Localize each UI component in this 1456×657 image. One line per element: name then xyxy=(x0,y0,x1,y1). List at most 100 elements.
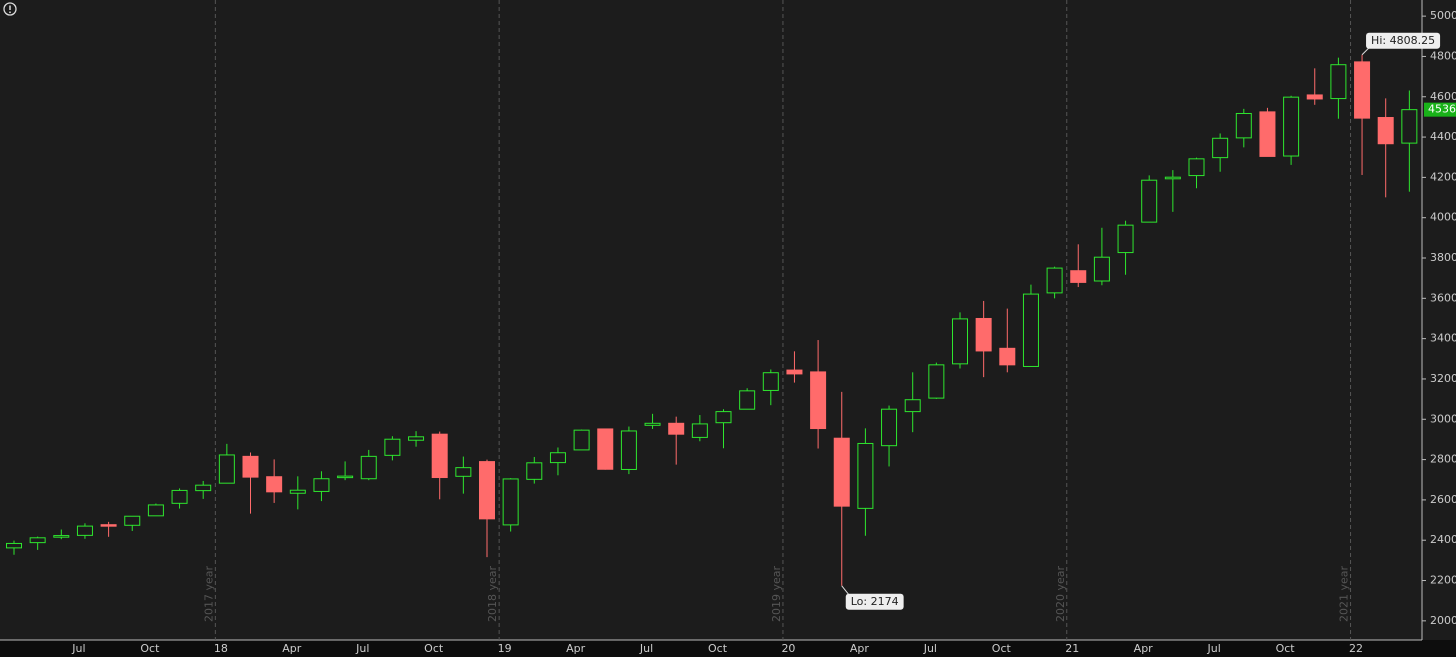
candle-body xyxy=(1306,94,1323,100)
candle-body xyxy=(904,399,921,413)
candle-body xyxy=(1141,179,1158,223)
candle-body xyxy=(881,408,898,447)
candle-body xyxy=(266,476,283,493)
y-tick-label: 3200 xyxy=(1430,372,1456,385)
candle-body xyxy=(455,467,472,477)
y-tick-label: 4000 xyxy=(1430,211,1456,224)
candle-body xyxy=(218,454,235,484)
y-tick-label: 3400 xyxy=(1430,332,1456,345)
x-tick-label: Jul xyxy=(923,642,937,655)
candle-body xyxy=(526,462,543,480)
candle-body xyxy=(431,433,448,479)
candle-body xyxy=(313,478,330,492)
x-tick-label: Jul xyxy=(71,642,85,655)
candle-body xyxy=(1117,224,1134,254)
candle-body xyxy=(952,318,968,365)
x-tick-label: Oct xyxy=(140,642,160,655)
candle-body xyxy=(1354,61,1371,119)
candle-body xyxy=(786,369,803,375)
y-tick-label: 2400 xyxy=(1430,533,1456,546)
candle-body xyxy=(833,437,850,507)
x-tick-label: Oct xyxy=(708,642,728,655)
candle-body xyxy=(739,390,756,410)
y-tick-label: 4400 xyxy=(1430,130,1456,143)
candle-body xyxy=(810,371,827,430)
lo-label-text: Lo: 2174 xyxy=(851,595,899,608)
candle-body xyxy=(479,461,495,520)
x-axis-strip xyxy=(0,640,1456,657)
y-tick-label: 4800 xyxy=(1430,49,1456,62)
x-tick-label: 22 xyxy=(1349,642,1363,655)
x-tick-label: 19 xyxy=(498,642,512,655)
candle-body xyxy=(549,452,566,464)
candle-body xyxy=(384,438,401,456)
candle-body xyxy=(857,442,874,509)
year-marker-label: 2018 year xyxy=(486,565,499,622)
candle-body xyxy=(124,515,141,526)
y-tick-label: 3800 xyxy=(1430,251,1456,264)
info-circle xyxy=(3,2,17,16)
x-tick-label: Apr xyxy=(566,642,586,655)
candle-body xyxy=(999,347,1016,366)
candle-body xyxy=(408,436,425,441)
year-marker-label: 2021 year xyxy=(1338,565,1351,622)
info-dot xyxy=(9,11,11,14)
candle-body xyxy=(1188,158,1205,177)
x-tick-label: Jul xyxy=(1207,642,1221,655)
candle-body xyxy=(100,524,117,527)
x-tick-label: Oct xyxy=(1276,642,1296,655)
candle-body xyxy=(29,537,46,544)
candle-body xyxy=(1022,293,1039,367)
hi-label-box xyxy=(1366,32,1441,49)
candle-body xyxy=(644,422,661,426)
year-marker-label: 2020 year xyxy=(1054,565,1067,622)
candle-body xyxy=(76,525,93,536)
year-marker-label: 2019 year xyxy=(770,565,783,622)
last-price-box xyxy=(1424,102,1456,117)
hi-label-text: Hi: 4808.25 xyxy=(1371,34,1435,47)
y-tick-label: 3600 xyxy=(1430,291,1456,304)
candle-body xyxy=(691,423,708,438)
y-tick-label: 2600 xyxy=(1430,493,1456,506)
candle-body xyxy=(715,411,732,424)
lo-label: Lo: 2174 xyxy=(841,585,904,610)
candle-body xyxy=(502,478,519,526)
x-tick-label: Jul xyxy=(355,642,369,655)
x-tick-label: Jul xyxy=(639,642,653,655)
candle-body xyxy=(242,455,259,478)
candle-body xyxy=(668,422,685,435)
hi-label: Hi: 4808.25 xyxy=(1361,32,1441,56)
candle-body xyxy=(1093,256,1110,282)
candle-body xyxy=(975,317,992,352)
y-tick-label: 2800 xyxy=(1430,453,1456,466)
y-tick-label: 5000 xyxy=(1430,9,1456,22)
info-icon[interactable] xyxy=(3,2,17,16)
candle-body xyxy=(289,489,306,494)
candle-body xyxy=(53,535,70,538)
candle-body xyxy=(195,484,212,492)
y-tick-label: 4200 xyxy=(1430,170,1456,183)
x-tick-label: Apr xyxy=(850,642,870,655)
candle-body xyxy=(6,542,22,549)
candle-body xyxy=(1070,270,1087,283)
x-tick-label: Oct xyxy=(992,642,1012,655)
x-tick-label: Oct xyxy=(424,642,444,655)
year-marker-label: 2017 year xyxy=(202,565,215,622)
last-price-label: 4536 xyxy=(1428,103,1456,116)
x-tick-label: Apr xyxy=(282,642,302,655)
lo-label-box xyxy=(845,593,904,610)
candle-body xyxy=(1046,267,1063,294)
x-tick-label: 20 xyxy=(781,642,795,655)
x-tick-label: 21 xyxy=(1065,642,1079,655)
x-tick-label: Apr xyxy=(1134,642,1154,655)
y-tick-label: 3000 xyxy=(1430,412,1456,425)
y-tick-label: 2200 xyxy=(1430,574,1456,587)
x-tick-label: 18 xyxy=(214,642,228,655)
candle-body xyxy=(1401,109,1418,144)
y-tick-label: 2000 xyxy=(1430,614,1456,627)
candle-body xyxy=(1235,112,1252,139)
candle-body xyxy=(573,429,590,451)
candle-body xyxy=(762,372,779,391)
